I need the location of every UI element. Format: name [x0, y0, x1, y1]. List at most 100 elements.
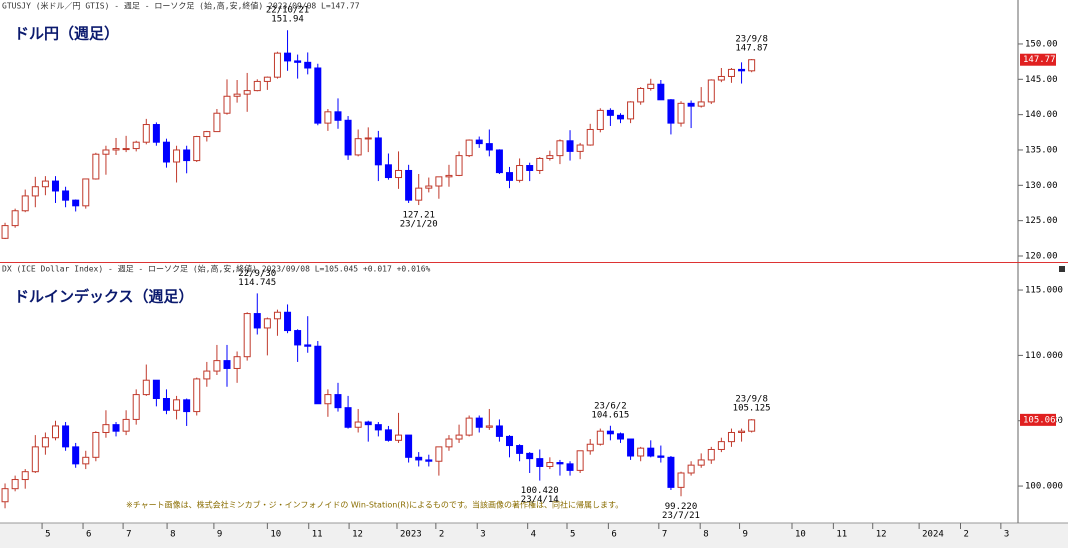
candle-body [304, 61, 312, 69]
candle-body [526, 452, 534, 460]
candle-body [667, 99, 675, 124]
last-price-label: 105.066 [1023, 415, 1061, 425]
candle-body [263, 318, 271, 329]
candle-body [657, 455, 665, 458]
x-tick-label: 12 [876, 530, 887, 540]
x-tick-label: 2 [439, 530, 444, 540]
y-tick-label: 150.00 [1025, 39, 1058, 49]
candle-body [102, 149, 110, 155]
candle-body [526, 165, 534, 171]
candle-body [495, 425, 503, 437]
candle-body [627, 438, 635, 457]
candle-body [314, 345, 322, 405]
annotation-date: 23/9/8 [735, 395, 768, 405]
x-tick-label: 2024 [922, 530, 944, 540]
annotation-date: 22/10/21 [266, 6, 309, 16]
panel-title: ドル円（週足） [14, 25, 119, 43]
candle-body [425, 459, 433, 462]
candle-body [193, 136, 201, 162]
candle-body [566, 140, 574, 152]
annotation-date: 23/6/2 [594, 401, 627, 411]
candle-body [556, 140, 564, 157]
candle-body [374, 137, 382, 166]
y-tick-label: 110.000 [1025, 351, 1063, 361]
candle-body [455, 155, 463, 176]
annotation-date: 23/4/14 [521, 495, 559, 505]
annotation-price: 99.220 [665, 502, 698, 512]
x-tick-label: 8 [703, 530, 708, 540]
x-tick-label: 8 [170, 530, 175, 540]
annotation-date: 22/9/30 [238, 269, 276, 279]
candle-body [21, 471, 29, 481]
x-tick-label: 7 [662, 530, 667, 540]
candle-body [21, 195, 29, 212]
y-tick-label: 125.00 [1025, 216, 1058, 226]
y-tick-label: 100.000 [1025, 482, 1063, 492]
candle-body [62, 425, 70, 448]
candle-body [183, 399, 191, 413]
candle-body [51, 425, 59, 439]
candle-body [637, 447, 645, 457]
panel-close-icon[interactable] [1059, 266, 1065, 272]
candle-body [344, 407, 352, 428]
candle-body [284, 52, 292, 62]
annotation-price: 105.125 [733, 404, 771, 414]
candle-body [657, 83, 665, 101]
candle-body [425, 185, 433, 189]
candle-body [475, 417, 483, 428]
candle-body [354, 138, 362, 156]
candle-body [536, 458, 544, 467]
x-tick-label: 2 [963, 530, 968, 540]
x-tick-label: 9 [217, 530, 222, 540]
candle-body [717, 75, 725, 81]
candle-body [152, 124, 160, 143]
candle-body [294, 60, 302, 63]
candle-body [616, 114, 624, 120]
candle-body [92, 153, 100, 180]
candle-body [344, 119, 352, 156]
x-tick-label: 10 [795, 530, 806, 540]
candle-body [183, 149, 191, 162]
candle-body [627, 101, 635, 120]
annotation-price: 147.87 [735, 44, 768, 54]
candle-body [142, 124, 150, 143]
candle-body [485, 425, 493, 428]
y-tick-label: 130.00 [1025, 181, 1058, 191]
panel-title: ドルインデックス（週足） [14, 288, 194, 306]
candle-body [314, 67, 322, 124]
x-tick-label: 3 [480, 530, 485, 540]
candle-body [162, 141, 170, 163]
candle-body [354, 421, 362, 428]
last-price-box [1020, 53, 1056, 66]
candle-body [738, 430, 746, 433]
candle-body [647, 447, 655, 457]
x-axis-band [0, 523, 1068, 548]
candle-body [72, 446, 80, 465]
candle-body [637, 87, 645, 103]
candle-body [132, 141, 140, 150]
candle-body [11, 210, 19, 227]
candle-body [324, 111, 332, 124]
candle-body [384, 164, 392, 179]
candle-body [41, 437, 49, 448]
x-tick-label: 6 [611, 530, 616, 540]
candle-body [324, 394, 332, 405]
x-tick-label: 5 [45, 530, 50, 540]
candle-body [122, 148, 130, 151]
candle-body [707, 448, 715, 461]
x-tick-label: 11 [836, 530, 847, 540]
candle-body [687, 464, 695, 474]
candle-body [203, 131, 211, 138]
annotation-date: 23/1/20 [400, 220, 438, 230]
candle-body [576, 144, 584, 152]
x-tick-label: 4 [531, 530, 536, 540]
candle-body [395, 169, 403, 179]
candle-body [1, 488, 9, 503]
candle-body [173, 149, 181, 163]
candle-body [112, 148, 120, 151]
x-tick-label: 12 [352, 530, 363, 540]
candle-body [697, 101, 705, 107]
candle-body [707, 79, 715, 103]
annotation-price: 114.745 [238, 278, 276, 288]
